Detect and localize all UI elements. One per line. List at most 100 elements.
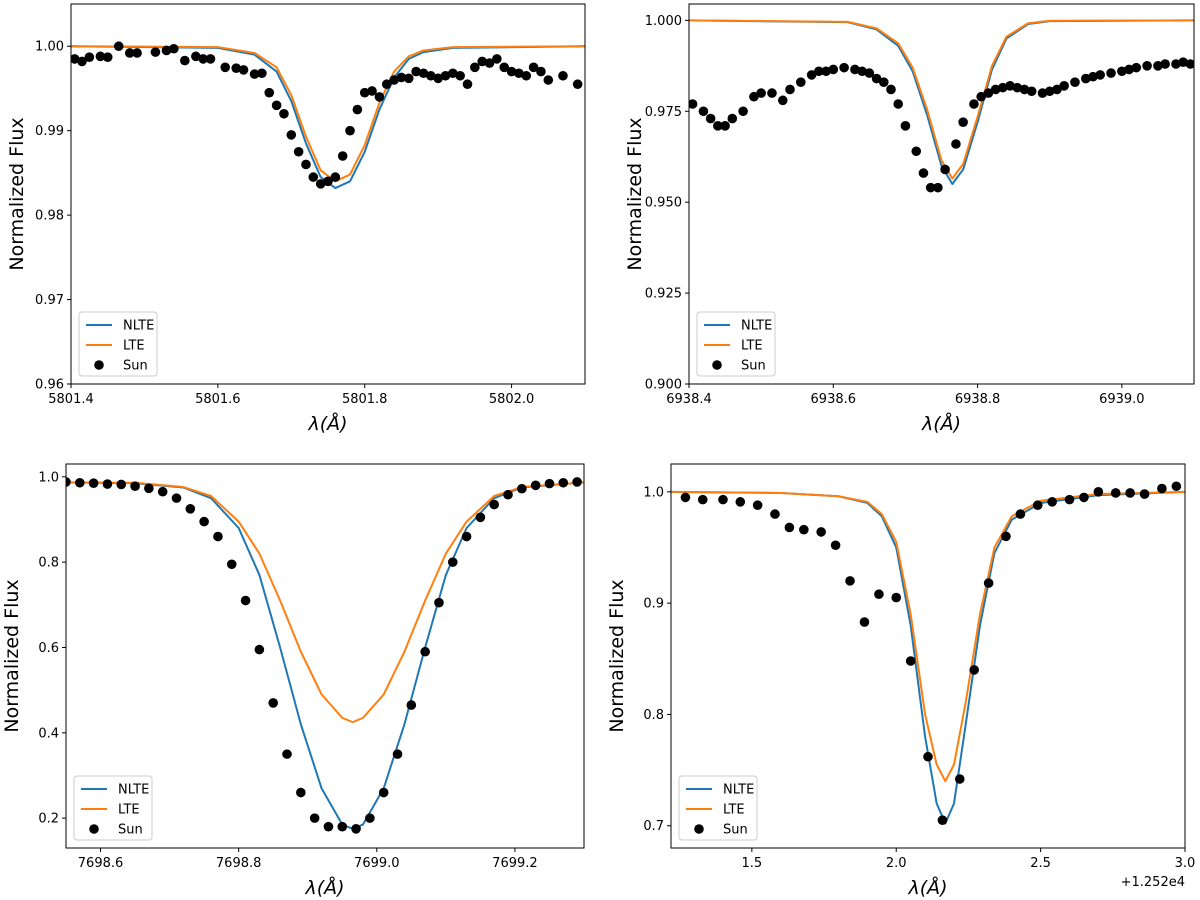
sun-data-point: [976, 91, 986, 102]
x-tick-label: 2.5: [1030, 856, 1051, 871]
sun-data-point: [411, 66, 421, 77]
sun-data-point: [536, 66, 546, 77]
sun-data-point: [1047, 497, 1057, 507]
sun-data-point: [124, 48, 135, 58]
sun-data-point: [1064, 494, 1075, 505]
sun-data-point: [116, 479, 127, 490]
legend-label-lte: LTE: [118, 803, 140, 818]
sun-data-point: [1005, 81, 1015, 91]
sun-data-point: [1044, 86, 1055, 97]
sun-data-point: [850, 64, 860, 75]
legend: NLTE LTE Sun: [678, 775, 758, 841]
sun-data-point: [940, 164, 950, 175]
sun-data-point: [433, 73, 443, 84]
sun-data-point: [199, 516, 209, 527]
x-tick-label: 7699.0: [354, 856, 400, 871]
sun-data-point: [113, 41, 124, 52]
sun-data-point: [1171, 481, 1182, 492]
sun-data-point: [874, 589, 884, 600]
x-tick-label: 5801.4: [48, 392, 94, 407]
sun-data-point: [830, 540, 841, 551]
sun-data-point: [1079, 492, 1089, 503]
chart-panel-2: 6938.4 6938.6 6938.8 6939.0 0.900 0.925 0.950 0…: [624, 3, 1195, 435]
sun-data-point: [990, 84, 1001, 95]
sun-data-point: [84, 52, 95, 62]
sun-data-point: [752, 500, 763, 510]
sun-data-point: [308, 172, 319, 182]
sun-data-point: [998, 82, 1008, 93]
x-tick-label: 5802.0: [489, 392, 535, 407]
legend-box: [78, 311, 158, 377]
sun-data-point: [785, 84, 795, 95]
legend-label-sun: Sun: [723, 823, 748, 838]
legend-label-lte: LTE: [123, 339, 145, 354]
sun-data-point: [389, 75, 399, 85]
sun-data-point: [345, 125, 355, 136]
sun-data-point: [767, 88, 777, 98]
sun-data-point: [150, 47, 161, 57]
legend-label-sun: Sun: [123, 359, 148, 374]
sun-data-point: [1015, 509, 1026, 519]
sun-data-point: [475, 512, 486, 523]
sun-data-point: [937, 815, 948, 825]
legend-label-lte: LTE: [741, 339, 763, 354]
sun-data-point: [1131, 62, 1142, 73]
sun-data-point: [528, 62, 539, 73]
sun-data-point: [828, 64, 839, 75]
sun-data-point: [470, 62, 480, 73]
sun-data-point: [1019, 84, 1030, 95]
sun-data-point: [517, 483, 527, 494]
sun-data-point: [718, 494, 728, 505]
sun-data-point: [1160, 59, 1170, 69]
sun-data-point: [1001, 531, 1011, 542]
y-tick-label: 0.7: [643, 819, 664, 834]
sun-data-point: [95, 51, 106, 62]
sun-data-point: [279, 108, 289, 119]
sun-data-point: [777, 95, 788, 106]
y-tick-label: 1.00: [35, 40, 64, 55]
legend-marker-sun: [89, 824, 99, 834]
legend: NLTE LTE Sun: [696, 311, 776, 377]
axes-frame: [688, 3, 1195, 385]
x-tick-label: 5801.8: [342, 392, 388, 407]
sun-data-point: [886, 84, 896, 95]
y-tick-label: 0.4: [38, 726, 59, 741]
sun-data-point: [905, 656, 916, 666]
x-axis-label: λ(Å): [921, 412, 961, 435]
y-axis-label: Normalized Flux: [624, 117, 646, 270]
sun-data-point: [254, 644, 265, 655]
sun-data-point: [871, 73, 882, 84]
chart-panel-3: 7698.6 7698.8 7699.0 7699.2 0.2 0.4 0.6 0.8 1.0 λ…: [1, 463, 585, 899]
sun-data-point: [75, 477, 85, 488]
sun-data-point: [521, 70, 532, 81]
sun-data-point: [157, 486, 168, 497]
y-tick-label: 0.8: [38, 556, 59, 571]
sun-data-point: [1171, 59, 1181, 69]
legend-marker-sun: [712, 360, 722, 370]
legend-label-nlte: NLTE: [723, 783, 754, 798]
sun-data-point: [954, 774, 965, 784]
plot-area: [671, 481, 1185, 825]
sun-data-point: [309, 813, 320, 823]
sun-data-point: [499, 62, 510, 73]
sun-data-point: [727, 113, 738, 124]
series-line-nlte: [671, 490, 1185, 825]
sun-data-point: [1178, 57, 1188, 67]
sun-data-point: [315, 179, 326, 189]
x-tick-label: 1.5: [742, 856, 763, 871]
y-tick-label: 0.950: [645, 196, 682, 211]
sun-data-point: [392, 749, 403, 759]
sun-data-point: [406, 700, 417, 710]
sun-data-point: [1080, 73, 1091, 84]
sun-data-point: [420, 646, 430, 657]
sun-data-point: [543, 75, 554, 85]
sun-data-point: [191, 51, 201, 62]
y-tick-label: 0.8: [643, 708, 664, 723]
sun-data-point: [770, 509, 780, 519]
y-axis-label: Normalized Flux: [606, 579, 628, 732]
sun-data-point: [1185, 59, 1194, 69]
sun-data-point: [735, 497, 746, 507]
y-tick-label: 0.97: [35, 293, 64, 308]
x-tick-label: 6938.8: [955, 392, 1001, 407]
sun-data-point: [130, 481, 140, 491]
